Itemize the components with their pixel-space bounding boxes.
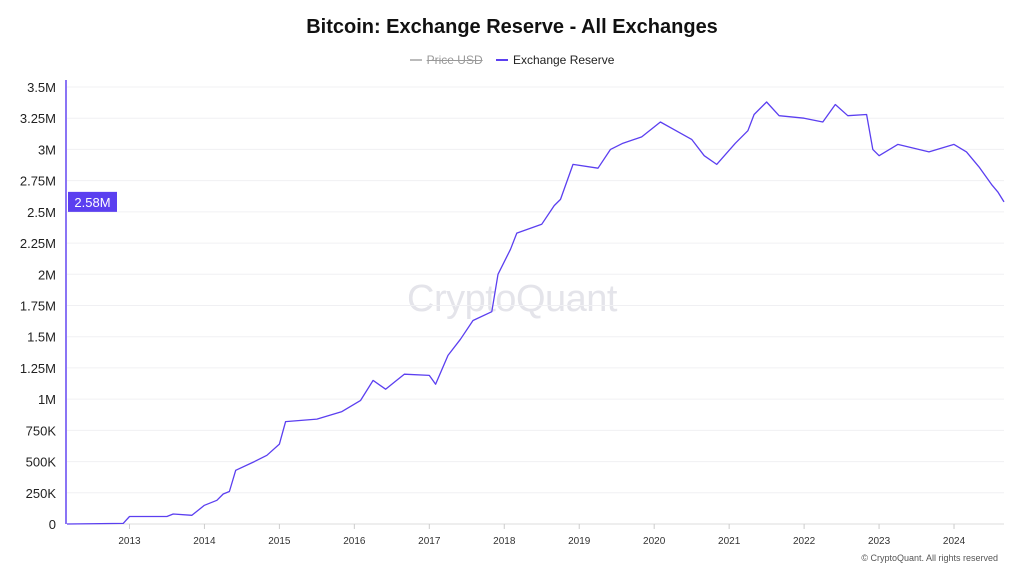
x-tick-label: 2019 — [568, 536, 591, 547]
y-tick-label: 1.75M — [20, 299, 56, 314]
current-value-badge — [68, 191, 117, 212]
x-tick-label: 2013 — [118, 536, 141, 547]
series-line-exchange-reserve — [66, 101, 1005, 525]
x-tick-label: 2018 — [493, 536, 516, 547]
x-tick-label: 2016 — [343, 536, 366, 547]
legend-swatch-price — [409, 59, 422, 61]
current-value-label: 2.58M — [74, 195, 110, 210]
y-tick-label: 750K — [26, 423, 57, 438]
legend-label-reserve: Exchange Reserve — [512, 53, 615, 67]
y-tick-label: 3.25M — [20, 111, 56, 126]
legend-item-price-usd[interactable]: Price USD — [409, 53, 483, 67]
x-tick-label: 2021 — [718, 536, 741, 547]
y-tick-label: 0 — [49, 517, 56, 532]
y-tick-label: 1M — [38, 392, 56, 407]
legend: Price USD Exchange Reserve — [0, 50, 1024, 67]
y-tick-label: 2.75M — [20, 174, 56, 189]
x-tick-label: 2014 — [193, 536, 216, 547]
x-tick-label: 2024 — [943, 536, 966, 547]
x-tick-label: 2023 — [868, 536, 891, 547]
y-tick-label: 2.25M — [20, 236, 56, 251]
legend-label-price: Price USD — [426, 53, 483, 67]
legend-swatch-reserve — [495, 59, 508, 61]
y-tick-label: 500K — [26, 455, 57, 470]
y-tick-label: 3.5M — [27, 80, 56, 95]
watermark-logo: CryptoQuant — [407, 278, 617, 320]
x-tick-label: 2022 — [793, 536, 816, 547]
y-tick-label: 2M — [38, 267, 56, 282]
y-tick-label: 3M — [38, 142, 56, 157]
copyright: © CryptoQuant. All rights reserved — [861, 553, 998, 563]
x-tick-label: 2020 — [643, 536, 666, 547]
y-tick-label: 1.25M — [20, 361, 56, 376]
y-tick-label: 250K — [26, 486, 57, 501]
chart-title: Bitcoin: Exchange Reserve - All Exchange… — [306, 16, 718, 38]
x-tick-label: 2017 — [418, 536, 441, 547]
y-tick-label: 1.5M — [27, 330, 56, 345]
y-tick-label: 2.5M — [27, 205, 56, 220]
legend-item-exchange-reserve[interactable]: Exchange Reserve — [495, 53, 615, 67]
x-tick-label: 2015 — [268, 536, 291, 547]
